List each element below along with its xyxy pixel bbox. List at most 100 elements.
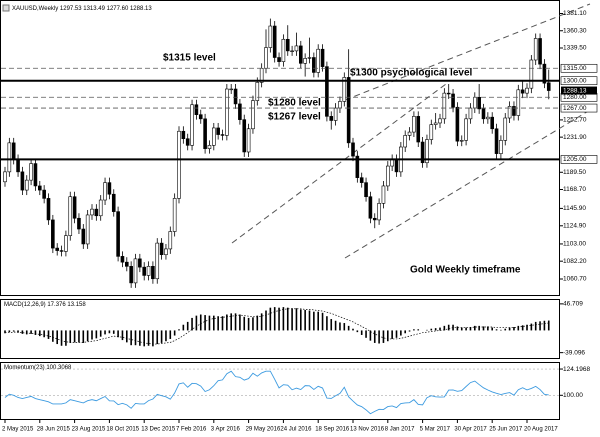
macd-bar — [474, 325, 476, 331]
candle-body — [494, 128, 499, 154]
candle-body — [307, 57, 312, 59]
candle-body — [316, 48, 321, 73]
macd-bar — [147, 330, 150, 346]
signal-line — [5, 308, 549, 345]
macd-bar — [356, 330, 359, 333]
candle-body — [77, 217, 81, 230]
candle-body — [90, 208, 94, 216]
macd-bar — [339, 322, 341, 331]
annotation: $1315 level — [163, 53, 216, 64]
macd-bar — [456, 326, 459, 331]
macd-bar — [17, 330, 19, 333]
candle-body — [320, 48, 325, 67]
macd-bar — [369, 330, 372, 341]
candle-body — [138, 258, 142, 268]
annotation: $1300 psychological level — [350, 68, 473, 79]
candle-body — [499, 140, 503, 154]
candle-body — [490, 116, 495, 130]
chart-header: XAUUSD,Weekly 1297.53 1313.49 1277.60 12… — [12, 6, 152, 12]
x-tick-label: 20 Aug 2017 — [524, 427, 558, 433]
candle-body — [525, 87, 529, 94]
x-tick-label: 5 Mar 2017 — [420, 427, 451, 433]
x-tick-label: 18 Oct 2015 — [106, 427, 139, 433]
y-tick-label: -39.096 — [563, 349, 585, 356]
macd-bar — [417, 329, 420, 331]
x-tick-label: 25 Jun 2017 — [489, 427, 523, 433]
macd-bar — [447, 324, 450, 331]
panel-title: MACD(12,26,9) 17.376 13.158 — [4, 302, 86, 308]
macd-bar — [347, 325, 350, 331]
macd-bar — [160, 330, 163, 343]
candle-body — [37, 185, 42, 191]
macd-bar — [69, 330, 72, 343]
candle-body — [185, 138, 190, 146]
macd-bar — [91, 330, 93, 340]
candle-body — [303, 58, 307, 64]
candle-body — [159, 242, 164, 256]
macd-bar — [112, 330, 115, 334]
y-tick-label: 1339.50 — [563, 45, 587, 52]
macd-bar — [313, 311, 315, 331]
y-tick-label: 1168.70 — [563, 186, 586, 193]
macd-bar — [247, 317, 250, 331]
candle-body — [359, 177, 364, 183]
macd-bar — [65, 330, 67, 346]
candle-body — [433, 122, 438, 125]
macd-bar — [508, 327, 511, 331]
macd-bar — [373, 330, 376, 343]
level-label: 1267.00 — [563, 105, 587, 112]
macd-bar — [291, 308, 293, 331]
macd-bar — [443, 325, 446, 331]
candle-body — [212, 127, 216, 146]
candle-body — [94, 208, 99, 217]
macd-bar — [121, 330, 124, 341]
y-tick-label: 1360.30 — [563, 27, 587, 34]
macd-bar — [256, 315, 259, 331]
y-tick-label: 1103.00 — [563, 241, 586, 248]
candle-body — [107, 182, 112, 195]
level-label: 1280.00 — [563, 94, 587, 101]
macd-bar — [286, 307, 289, 331]
macd-bar — [426, 329, 428, 331]
macd-bar — [4, 330, 6, 334]
macd-bar — [387, 330, 389, 342]
x-tick-label: 13 Nov 2016 — [350, 427, 385, 433]
macd-bar — [47, 330, 50, 339]
candle-body — [111, 193, 116, 212]
macd-bar — [360, 330, 363, 335]
macd-bar — [330, 319, 333, 331]
macd-bar — [469, 327, 472, 331]
candle-body — [538, 38, 542, 65]
candle-body — [438, 118, 442, 124]
macd-bar — [199, 314, 202, 331]
candle-body — [516, 89, 521, 116]
candle-body — [377, 203, 381, 221]
macd-bar — [43, 330, 45, 338]
momentum-panel — [0, 362, 560, 420]
y-tick-label: 1252.70 — [563, 117, 587, 124]
macd-bar — [108, 330, 111, 334]
macd-bar — [391, 330, 393, 339]
candle-body — [285, 38, 290, 52]
candle-body — [481, 108, 486, 120]
macd-bar — [439, 327, 441, 331]
macd-bar — [99, 330, 102, 337]
macd-bar — [295, 308, 298, 331]
macd-bar — [365, 330, 367, 338]
candle-body — [442, 92, 447, 120]
candle-body — [16, 159, 20, 173]
candle-body — [55, 247, 60, 251]
candle-body — [177, 130, 181, 199]
macd-bar — [143, 330, 145, 347]
candle-body — [268, 25, 273, 48]
macd-bar — [182, 324, 185, 331]
main-panel — [0, 0, 560, 296]
macd-bar — [526, 324, 528, 331]
candle-body — [181, 130, 186, 140]
macd-bar — [152, 330, 154, 347]
candle-body — [455, 106, 460, 142]
macd-bar — [308, 310, 311, 331]
annotation: $1267 level — [268, 112, 321, 123]
y-tick-label: 124.1968 — [563, 366, 590, 373]
candle-body — [459, 140, 464, 142]
